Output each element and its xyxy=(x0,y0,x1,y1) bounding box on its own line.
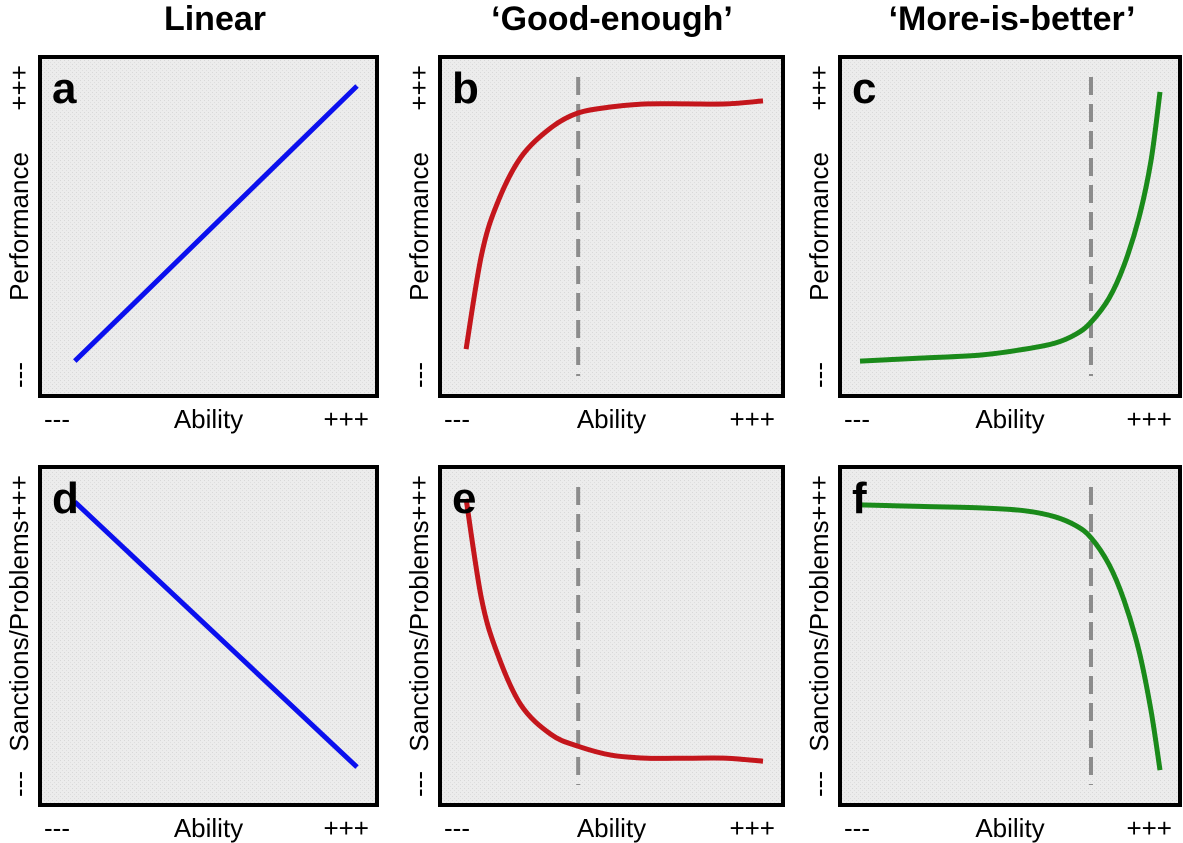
panel-e-frame xyxy=(438,465,785,807)
panel-a: a --- +++ Ability Performance --- +++ xyxy=(4,55,379,434)
panel-d-x-tick-low: --- xyxy=(44,813,70,843)
panel-d-curve xyxy=(73,500,359,769)
panel-b-x-tick-low: --- xyxy=(444,404,470,434)
panel-d-y-tick-low: --- xyxy=(4,771,34,797)
panels: a --- +++ Ability Performance --- +++ b --- +++ Ab… xyxy=(4,55,1182,843)
column-title-good-enough: ‘Good-enough’ xyxy=(491,0,733,38)
panel-e-curve xyxy=(463,498,764,764)
panel-c-frame xyxy=(838,55,1182,398)
panel-f: f --- +++ Ability Sanctions/Problems --- +++ xyxy=(804,465,1182,843)
panel-f-y-tick-high: +++ xyxy=(804,475,834,521)
panel-c-y-label: Performance xyxy=(804,152,834,301)
panel-e: e --- +++ Ability Sanctions/Problems --- +++ xyxy=(404,465,785,843)
panel-c-curve xyxy=(859,91,1163,364)
column-title-more-is-better: ‘More-is-better’ xyxy=(889,0,1136,38)
panel-b-letter: b xyxy=(452,64,479,113)
panel-d: d --- +++ Ability Sanctions/Problems --- +++ xyxy=(4,465,379,843)
panel-a-letter: a xyxy=(52,64,77,113)
panel-b-x-label: Ability xyxy=(577,404,646,434)
panel-c-x-label: Ability xyxy=(975,404,1044,434)
panel-f-x-tick-high: +++ xyxy=(1126,813,1172,843)
panel-c-x-tick-high: +++ xyxy=(1126,404,1172,434)
panel-a-x-label: Ability xyxy=(174,404,243,434)
panel-d-letter: d xyxy=(52,474,79,523)
panel-b-frame xyxy=(438,55,785,398)
panel-a-x-tick-high: +++ xyxy=(323,404,369,434)
panel-a-x-tick-low: --- xyxy=(44,404,70,434)
panel-b-curve xyxy=(463,98,764,350)
panel-a-y-tick-high: +++ xyxy=(4,65,34,111)
panel-e-letter: e xyxy=(452,474,476,523)
panel-f-frame xyxy=(838,465,1182,807)
panel-f-letter: f xyxy=(852,474,867,523)
column-title-linear: Linear xyxy=(164,0,266,38)
panel-c-x-tick-low: --- xyxy=(844,404,870,434)
panel-a-y-tick-low: --- xyxy=(4,362,34,388)
panel-f-y-label: Sanctions/Problems xyxy=(804,520,834,751)
panel-b-y-tick-low: --- xyxy=(404,362,434,388)
panel-c-y-tick-low: --- xyxy=(804,362,834,388)
panel-c-y-tick-high: +++ xyxy=(804,65,834,111)
panel-b-x-tick-high: +++ xyxy=(729,404,775,434)
panel-d-y-label: Sanctions/Problems xyxy=(4,520,34,751)
panel-e-y-tick-low: --- xyxy=(404,771,434,797)
panel-f-x-tick-low: --- xyxy=(844,813,870,843)
panel-c-letter: c xyxy=(852,64,876,113)
panel-a-y-label: Performance xyxy=(4,152,34,301)
panel-f-y-tick-low: --- xyxy=(804,771,834,797)
panel-e-x-tick-low: --- xyxy=(444,813,470,843)
panel-e-y-tick-high: +++ xyxy=(404,475,434,521)
panel-e-y-label: Sanctions/Problems xyxy=(404,520,434,751)
panel-e-x-tick-high: +++ xyxy=(729,813,775,843)
panel-b: b --- +++ Ability Performance --- +++ xyxy=(404,55,785,434)
panel-d-x-label: Ability xyxy=(174,813,243,843)
panel-c: c --- +++ Ability Performance --- +++ xyxy=(804,55,1182,434)
panel-f-curve xyxy=(859,502,1163,771)
panel-b-y-tick-high: +++ xyxy=(404,65,434,111)
panel-e-x-label: Ability xyxy=(577,813,646,843)
panel-d-x-tick-high: +++ xyxy=(323,813,369,843)
panel-a-curve xyxy=(73,84,359,363)
panel-f-x-label: Ability xyxy=(975,813,1044,843)
panel-b-y-label: Performance xyxy=(404,152,434,301)
panel-d-y-tick-high: +++ xyxy=(4,475,34,521)
